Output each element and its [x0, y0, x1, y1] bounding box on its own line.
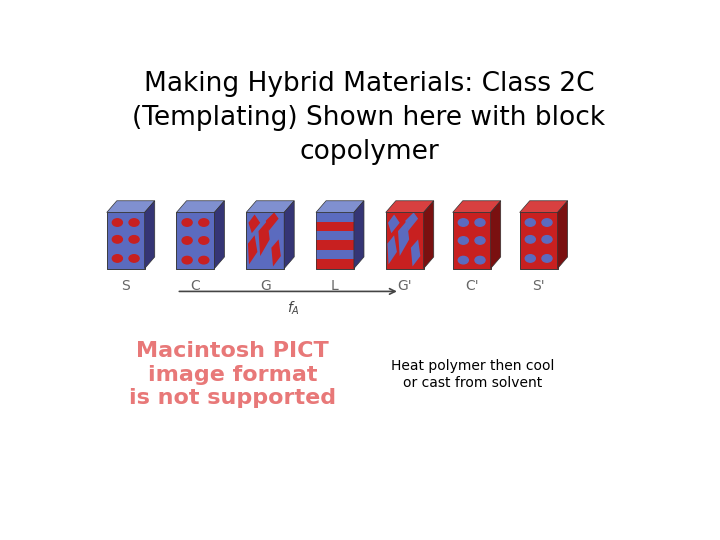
Text: Making Hybrid Materials: Class 2C
(Templating) Shown here with block
copolymer: Making Hybrid Materials: Class 2C (Templ…	[132, 71, 606, 165]
Polygon shape	[316, 231, 354, 240]
Polygon shape	[258, 221, 270, 256]
Circle shape	[459, 219, 468, 226]
Circle shape	[475, 219, 485, 226]
Text: Macintosh PICT
image format
is not supported: Macintosh PICT image format is not suppo…	[129, 341, 336, 408]
Polygon shape	[453, 212, 490, 268]
Polygon shape	[316, 240, 354, 250]
Polygon shape	[316, 212, 354, 222]
Circle shape	[112, 219, 122, 226]
Polygon shape	[411, 239, 420, 266]
Text: C: C	[191, 279, 200, 293]
Polygon shape	[423, 201, 433, 268]
Polygon shape	[215, 201, 225, 268]
Circle shape	[199, 219, 209, 226]
Polygon shape	[176, 201, 225, 212]
Circle shape	[526, 235, 535, 243]
Polygon shape	[557, 201, 567, 268]
Circle shape	[199, 256, 209, 264]
Circle shape	[526, 255, 535, 262]
Circle shape	[129, 235, 139, 243]
Polygon shape	[248, 235, 258, 265]
Polygon shape	[107, 212, 145, 268]
Circle shape	[459, 237, 468, 244]
Polygon shape	[316, 212, 354, 268]
Text: S': S'	[532, 279, 545, 293]
Circle shape	[475, 237, 485, 244]
Circle shape	[182, 219, 192, 226]
Polygon shape	[271, 239, 281, 266]
Text: G': G'	[397, 279, 412, 293]
Text: L: L	[331, 279, 339, 293]
Polygon shape	[388, 214, 400, 233]
Polygon shape	[387, 235, 397, 265]
Circle shape	[542, 255, 552, 262]
Polygon shape	[248, 214, 260, 233]
Text: $f_A$: $f_A$	[287, 300, 300, 317]
Polygon shape	[246, 201, 294, 212]
Polygon shape	[316, 259, 354, 268]
Circle shape	[542, 219, 552, 226]
Circle shape	[182, 237, 192, 244]
Text: G: G	[260, 279, 271, 293]
Circle shape	[475, 256, 485, 264]
Polygon shape	[266, 212, 279, 231]
Polygon shape	[386, 201, 433, 212]
Polygon shape	[176, 212, 215, 268]
Circle shape	[129, 219, 139, 226]
Polygon shape	[453, 201, 500, 212]
Polygon shape	[246, 212, 284, 268]
Polygon shape	[398, 221, 409, 256]
Polygon shape	[354, 201, 364, 268]
Polygon shape	[520, 201, 567, 212]
Circle shape	[112, 235, 122, 243]
Polygon shape	[490, 201, 500, 268]
Polygon shape	[405, 212, 418, 231]
Text: C': C'	[465, 279, 479, 293]
Circle shape	[542, 235, 552, 243]
Circle shape	[129, 255, 139, 262]
Polygon shape	[316, 222, 354, 231]
Circle shape	[199, 237, 209, 244]
Circle shape	[182, 256, 192, 264]
Polygon shape	[145, 201, 155, 268]
Text: S: S	[122, 279, 130, 293]
Circle shape	[112, 255, 122, 262]
Circle shape	[526, 219, 535, 226]
Circle shape	[459, 256, 468, 264]
Polygon shape	[520, 212, 557, 268]
Polygon shape	[284, 201, 294, 268]
Polygon shape	[107, 201, 155, 212]
Polygon shape	[316, 250, 354, 259]
Polygon shape	[316, 201, 364, 212]
Polygon shape	[386, 212, 423, 268]
Text: Heat polymer then cool
or cast from solvent: Heat polymer then cool or cast from solv…	[390, 360, 554, 390]
